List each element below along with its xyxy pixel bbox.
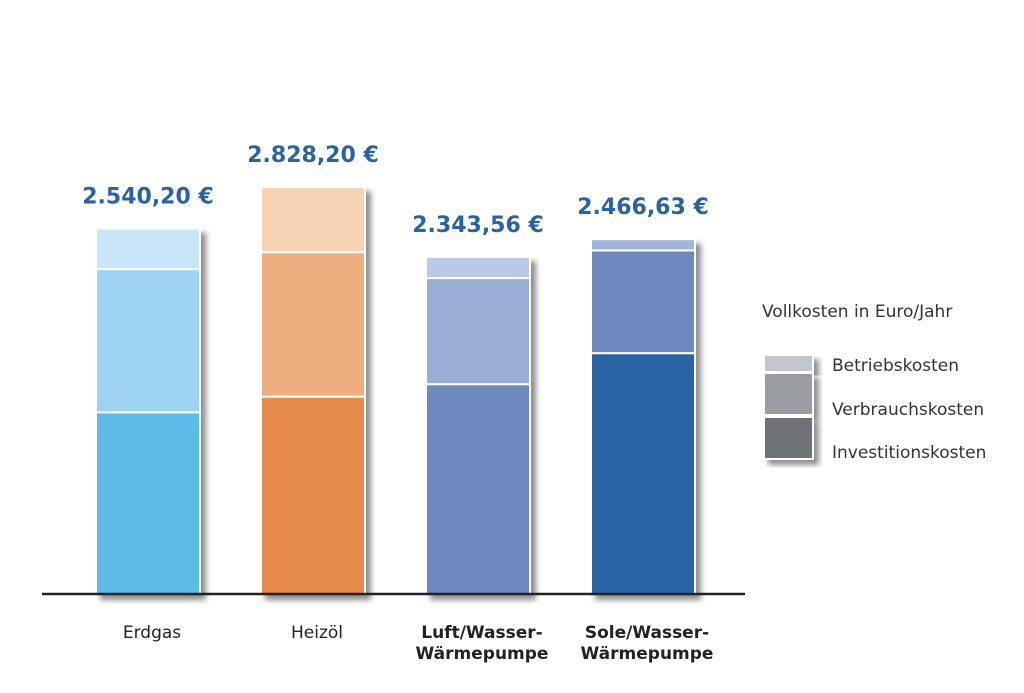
legend: Vollkosten in Euro/Jahr Betriebskosten Ve… [762,302,986,463]
category-label: Wärmepumpe [416,644,549,664]
bar-segment-betriebskosten [590,238,696,252]
bar-stack-3 [425,255,531,595]
total-value-label: 2.343,56 € [412,213,544,238]
legend-label: Investitionskosten [832,443,986,463]
legend-items: Betriebskosten Verbrauchskosten Investitio… [763,354,986,463]
legend-swatch-box [763,416,814,460]
category-label: Wärmepumpe [581,644,714,664]
category-label: Luft/Wasser- [421,623,543,643]
category-label: Erdgas [123,623,181,643]
bar-segment-verbrauchskosten [590,249,696,355]
legend-swatch [763,354,814,373]
bar-segment-verbrauchskosten [95,268,201,414]
bar-segment-verbrauchskosten [425,277,531,386]
bar-segment-investitionskosten [590,352,696,595]
bar-segment-betriebskosten [260,186,366,254]
legend-label: Betriebskosten [832,356,959,376]
legend-swatch [763,372,814,416]
bar-segment-betriebskosten [425,255,531,280]
bar-segment-investitionskosten [260,395,366,596]
bar-stack-4 [590,238,696,595]
category-label: Sole/Wasser- [585,623,709,643]
total-value-label: 2.540,20 € [82,185,214,210]
bars-layer [95,186,696,596]
legend-label: Verbrauchskosten [832,400,984,420]
bar-segment-betriebskosten [95,227,201,271]
bar-segment-investitionskosten [95,411,201,595]
bar-stack-1 [95,227,201,595]
legend-swatch-box [763,354,814,373]
legend-title: Vollkosten in Euro/Jahr [762,302,952,322]
bar-stack-2 [260,186,366,596]
category-label: Heizöl [291,623,343,643]
total-labels: 2.540,20 € 2.828,20 € 2.343,56 € 2.466,63 € [82,143,709,238]
category-labels: Erdgas Heizöl Luft/Wasser-WärmepumpeSole/W… [123,623,714,664]
legend-swatch [763,416,814,460]
bar-segment-verbrauchskosten [260,251,366,398]
bar-segment-investitionskosten [425,383,531,595]
legend-swatch-box [763,372,814,416]
total-value-label: 2.466,63 € [577,195,709,220]
total-value-label: 2.828,20 € [247,143,379,168]
